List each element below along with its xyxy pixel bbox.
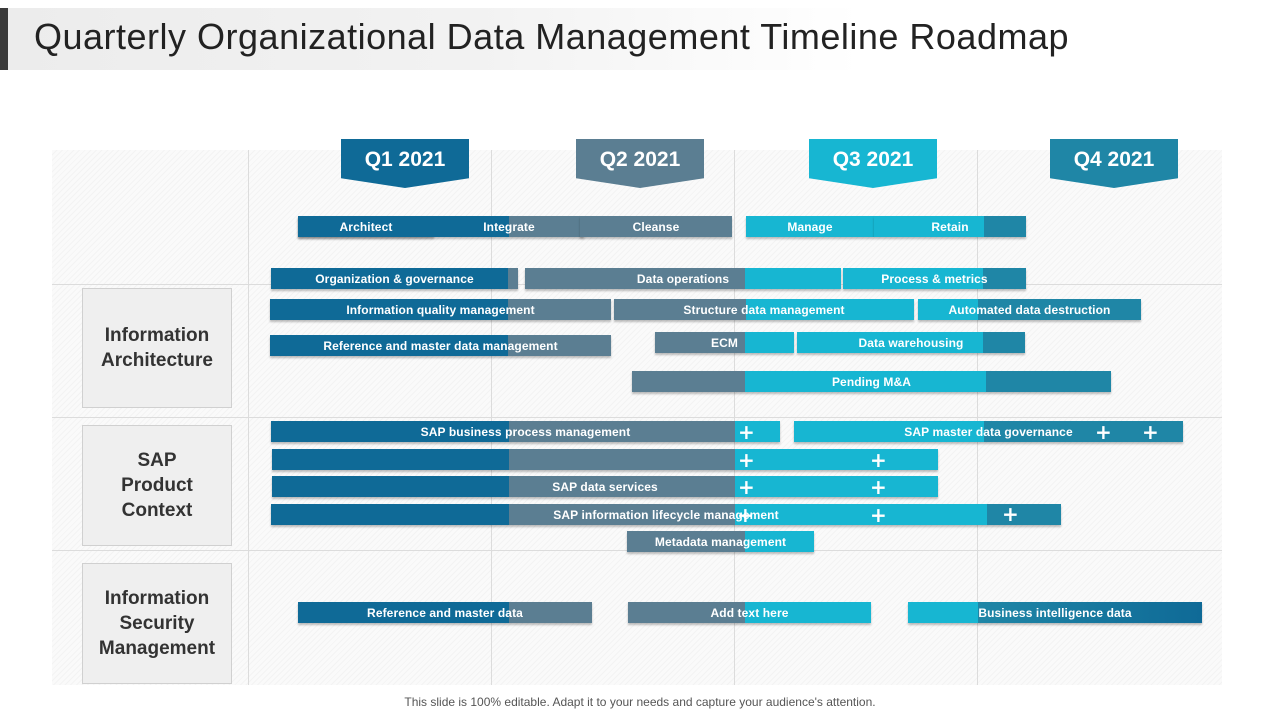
bar-label: SAP information lifecycle management: [553, 507, 779, 522]
bar-label: Automated data destruction: [948, 302, 1111, 317]
bar-integrate: Integrate: [434, 216, 584, 237]
quarter-q2: Q2 2021: [576, 139, 704, 188]
bar-label: Architect: [339, 219, 393, 234]
bar-label: Retain: [931, 219, 969, 234]
slide-title: Quarterly Organizational Data Management…: [34, 16, 1070, 57]
bar-sap-business-process-management: SAP business process management: [271, 421, 780, 442]
bar-label: Data operations: [636, 271, 730, 286]
bar-organization-governance: Organization & governance: [271, 268, 518, 289]
category-information-architecture: Information Architecture: [82, 288, 232, 408]
bar-label: Integrate: [483, 219, 535, 234]
bar-label: Cleanse: [632, 219, 680, 234]
bar-label: Information quality management: [346, 302, 535, 317]
bar-information-quality-management: Information quality management: [270, 299, 611, 320]
bar-label: ECM: [711, 335, 738, 350]
bar-label: SAP data services: [552, 479, 658, 494]
title-band: [0, 8, 860, 70]
bar-data-operations: Data operations: [525, 268, 841, 289]
bar-sap-information-lifecycle-management: SAP information lifecycle management: [271, 504, 1061, 525]
bar-sap-unlabeled: [272, 449, 938, 470]
category-sap-product-context: SAP Product Context: [82, 425, 232, 546]
bar-label: Reference and master data management: [323, 338, 558, 353]
bar-reference-master-data: Reference and master data: [298, 602, 592, 623]
bar-retain: Retain: [874, 216, 1026, 237]
plus-icon: +: [738, 420, 755, 444]
quarter-q3: Q3 2021: [809, 139, 937, 188]
quarter-q4: Q4 2021: [1050, 139, 1178, 188]
bar-sap-data-services: SAP data services: [272, 476, 938, 497]
plus-icon: +: [738, 475, 755, 499]
bar-metadata-management: Metadata management: [627, 531, 814, 552]
bar-label: Process & metrics: [881, 271, 988, 286]
bar-process-metrics: Process & metrics: [843, 268, 1026, 289]
plus-icon: +: [1095, 420, 1112, 444]
category-information-security-management: Information Security Management: [82, 563, 232, 684]
bar-sap-master-data-governance: SAP master data governance: [794, 421, 1183, 442]
bar-label: SAP master data governance: [904, 424, 1073, 439]
bar-label: Data warehousing: [858, 335, 964, 350]
plus-icon: +: [870, 448, 887, 472]
bar-label: Business intelligence data: [978, 605, 1132, 620]
plus-icon: +: [737, 503, 754, 527]
plus-icon: +: [1002, 502, 1019, 526]
footer-note: This slide is 100% editable. Adapt it to…: [404, 695, 876, 709]
bar-label: Manage: [787, 219, 833, 234]
bar-label: SAP business process management: [420, 424, 631, 439]
bar-label: Organization & governance: [315, 271, 474, 286]
bar-automated-data-destruction: Automated data destruction: [918, 299, 1141, 320]
bar-label: Reference and master data: [367, 605, 523, 620]
bar-manage: Manage: [746, 216, 874, 237]
row-divider: [52, 417, 1222, 418]
bar-add-text-here: Add text here: [628, 602, 871, 623]
plus-icon: +: [870, 503, 887, 527]
bar-reference-master-data-management: Reference and master data management: [270, 335, 611, 356]
bar-ecm: ECM: [655, 332, 794, 353]
title-accent-bar: [0, 8, 8, 70]
bar-business-intelligence-data: Business intelligence data: [908, 602, 1202, 623]
bar-structure-data-management: Structure data management: [614, 299, 914, 320]
bar-label: Pending M&A: [831, 374, 912, 389]
bar-architect: Architect: [298, 216, 434, 237]
plus-icon: +: [738, 448, 755, 472]
bar-label: Metadata management: [654, 534, 787, 549]
plus-icon: +: [870, 475, 887, 499]
plus-icon: +: [1142, 420, 1159, 444]
bar-data-warehousing: Data warehousing: [797, 332, 1025, 353]
bar-cleanse: Cleanse: [580, 216, 732, 237]
bar-label: Add text here: [710, 605, 789, 620]
quarter-q1: Q1 2021: [341, 139, 469, 188]
bar-label: Structure data management: [683, 302, 845, 317]
bar-pending-ma: Pending M&A: [632, 371, 1111, 392]
